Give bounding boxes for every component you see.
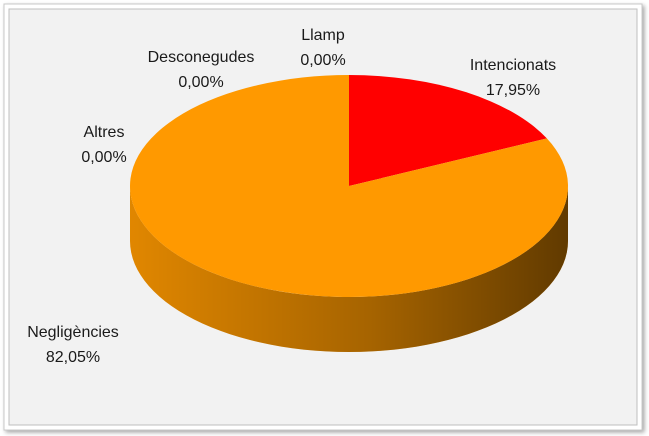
slice-value: 0,00% (300, 52, 345, 69)
slice-label: Altres (84, 124, 125, 141)
pie-slice (129, 75, 568, 298)
side-shade (130, 186, 568, 352)
slice-label: Desconegudes (148, 49, 255, 66)
slice-label: Llamp (301, 27, 345, 44)
slice-label: Negligències (27, 324, 119, 341)
slice-value: 0,00% (81, 149, 126, 166)
slice-value: 0,00% (178, 74, 223, 91)
slice-value: 17,95% (486, 82, 540, 99)
pie-slice (349, 75, 547, 186)
slice-value: 82,05% (46, 349, 100, 366)
slice-label: Intencionats (470, 57, 556, 74)
